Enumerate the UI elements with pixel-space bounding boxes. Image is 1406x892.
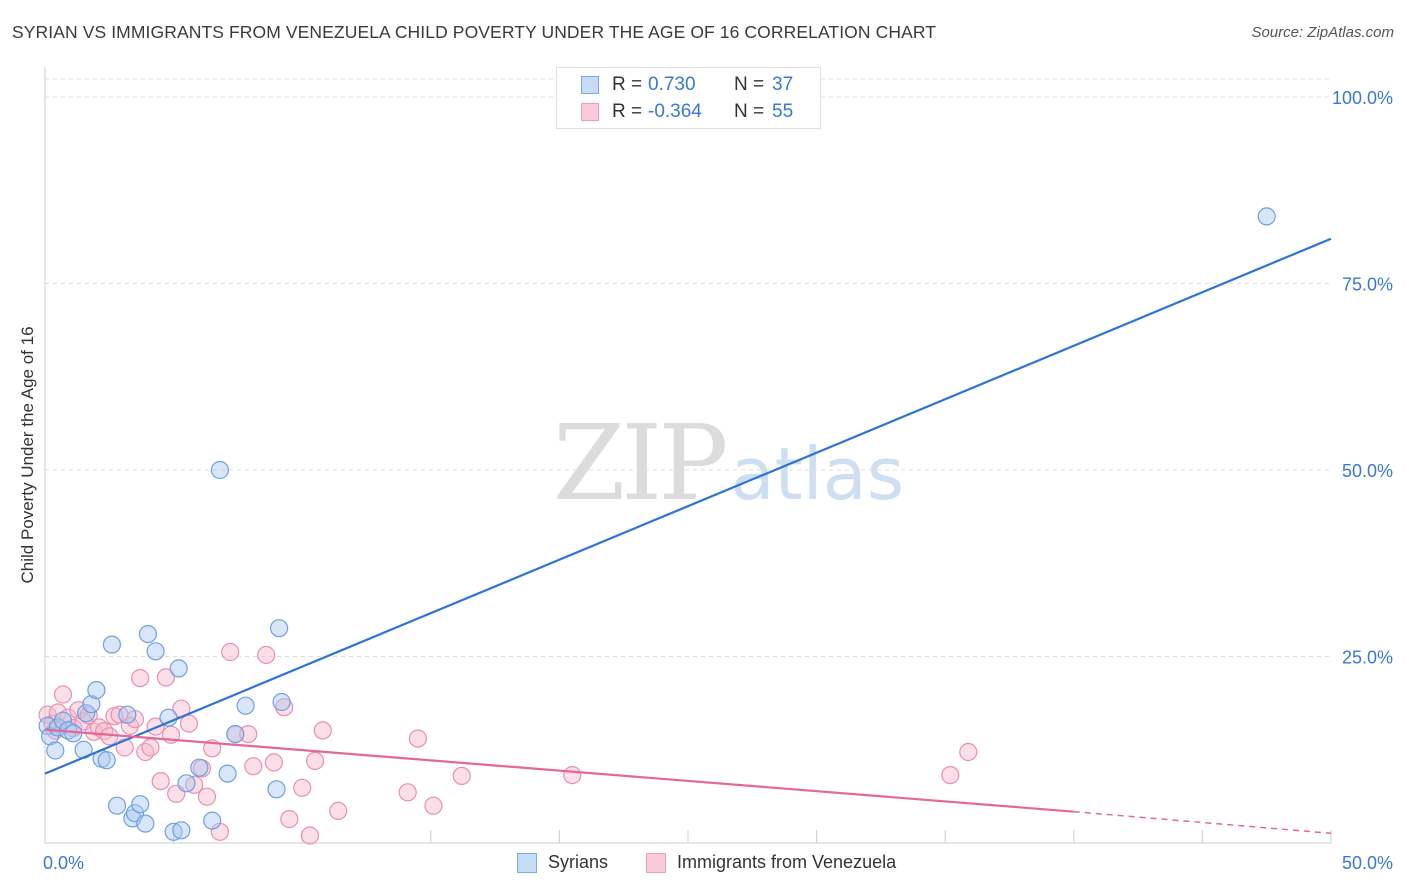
venezuela-point (257, 645, 276, 665)
venezuela-point (53, 685, 73, 704)
venezuela-point (313, 721, 332, 740)
syrians-point (210, 460, 229, 480)
syrians-point (97, 751, 116, 770)
syrians-point (267, 780, 286, 799)
venezuela-point (275, 698, 294, 717)
syrians-legend-label: Syrians (548, 852, 609, 872)
venezuela-point (244, 757, 263, 776)
legend-row-venezuela: R = -0.364 N = 55 (557, 100, 820, 126)
syrians-point (164, 822, 183, 841)
venezuela-point (156, 668, 175, 687)
syrians-point (87, 680, 106, 700)
syrians-point (77, 704, 96, 723)
y-tick-label: 100.0% (1332, 88, 1393, 108)
syrians-point (169, 659, 188, 678)
syrians-point (53, 711, 73, 730)
r-value: -0.364 (648, 101, 702, 122)
syrians-point (138, 624, 157, 644)
venezuela-swatch (581, 103, 599, 121)
syrians-point (131, 795, 150, 814)
venezuela-point (264, 753, 283, 772)
syrians-point (270, 619, 289, 638)
venezuela-point (959, 742, 978, 762)
venezuela-point (280, 809, 299, 829)
correlation-legend: R = 0.730 N = 37 R = -0.364 N = 55 (556, 67, 821, 129)
chart-title: SYRIAN VS IMMIGRANTS FROM VENEZUELA CHIL… (12, 22, 937, 42)
source-label: Source: ZipAtlas.com (1251, 24, 1394, 41)
syrians-point (118, 705, 137, 724)
venezuela-point (452, 766, 471, 786)
r-label: R = (612, 74, 643, 95)
venezuela-point (151, 771, 170, 791)
x-tick-label: 0.0% (43, 853, 84, 873)
legend-row-syrians: R = 0.730 N = 37 (557, 73, 820, 99)
venezuela-point (141, 738, 160, 757)
venezuela-point (293, 778, 312, 797)
venezuela-legend-swatch (646, 853, 666, 873)
syrians-point (177, 774, 196, 793)
r-value: 0.730 (648, 74, 696, 95)
venezuela-point (185, 775, 204, 794)
y-tick-label: 50.0% (1342, 461, 1393, 481)
y-axis-label: Child Poverty Under the Age of 16 (18, 326, 37, 584)
venezuela-point (408, 729, 427, 748)
syrians-point (190, 758, 209, 777)
venezuela-point (239, 724, 258, 744)
watermark-atlas: atlas (730, 432, 905, 516)
syrians-point (236, 696, 255, 715)
syrians-point (203, 811, 222, 830)
syrians-point (146, 642, 165, 661)
venezuela-point (563, 765, 582, 785)
y-tick-label: 75.0% (1342, 275, 1393, 295)
venezuela-legend-label: Immigrants from Venezuela (677, 852, 897, 872)
venezuela-trend-line (44, 728, 1074, 813)
syrians-point (136, 814, 155, 833)
syrians-legend-swatch (517, 853, 537, 873)
venezuela-point (300, 826, 319, 845)
syrians-point (1257, 207, 1276, 226)
syrians-point (107, 796, 127, 815)
syrians-point (272, 692, 291, 712)
syrians-trend-line (44, 237, 1332, 775)
syrians-point (46, 741, 65, 760)
syrians-point (218, 764, 237, 783)
venezuela-point (221, 642, 240, 662)
venezuela-point (306, 751, 325, 771)
venezuela-point (941, 765, 960, 785)
syrians-point (226, 724, 245, 744)
x-tick-label: 50.0% (1342, 853, 1393, 873)
syrians-point (102, 635, 122, 654)
n-label: N = (734, 101, 765, 122)
venezuela-point (79, 706, 98, 725)
syrians-swatch (581, 76, 599, 94)
r-label: R = (612, 101, 643, 122)
venezuela-point (131, 668, 150, 688)
n-label: N = (734, 74, 765, 95)
n-value: 37 (772, 74, 794, 95)
venezuela-point (197, 787, 217, 806)
venezuela-point (424, 796, 443, 815)
y-tick-label: 25.0% (1342, 648, 1393, 668)
syrians-point (172, 821, 191, 840)
series-legend: Syrians Immigrants from Venezuela (0, 850, 1406, 878)
n-value: 55 (772, 101, 794, 122)
watermark-zip: ZIP (553, 402, 728, 524)
venezuela-point (329, 801, 348, 821)
venezuela-point (398, 783, 417, 802)
syrians-point (82, 695, 101, 714)
venezuela-point (179, 714, 199, 733)
watermark: ZIPatlas (553, 402, 904, 524)
